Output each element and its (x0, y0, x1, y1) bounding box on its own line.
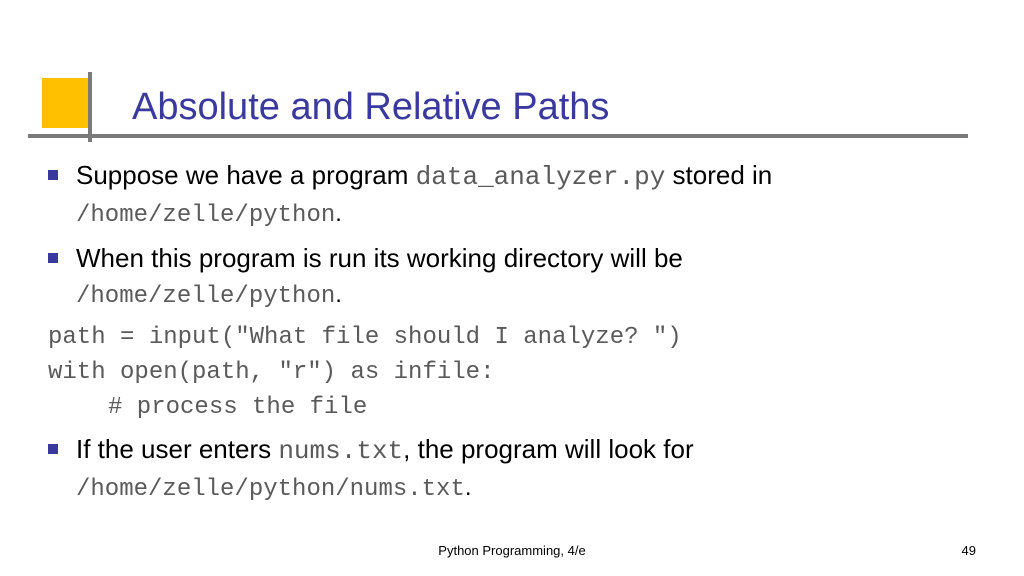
bullet-text: Suppose we have a program data_analyzer.… (76, 158, 772, 195)
bullet-subline: /home/zelle/python. (76, 278, 978, 314)
bullet-subline: /home/zelle/python. (76, 197, 978, 233)
code-line: with open(path, "r") as infile: (48, 356, 978, 391)
code-line: path = input("What file should I analyze… (48, 321, 978, 356)
vertical-rule (88, 72, 92, 142)
bullet-text: When this program is run its working dir… (76, 241, 683, 276)
bullet-marker (48, 253, 58, 263)
bullet-item: When this program is run its working dir… (48, 241, 978, 276)
bullet-marker (48, 444, 58, 454)
footer-book-title: Python Programming, 4/e (0, 543, 1024, 558)
slide-title: Absolute and Relative Paths (132, 86, 609, 129)
bullet-text: If the user enters nums.txt, the program… (76, 432, 694, 469)
bullet-item: If the user enters nums.txt, the program… (48, 432, 978, 469)
bullet-subline: /home/zelle/python/nums.txt. (76, 471, 978, 507)
slide-content: Suppose we have a program data_analyzer.… (48, 158, 978, 514)
horizontal-rule (28, 134, 968, 138)
bullet-marker (48, 170, 58, 180)
bullet-item: Suppose we have a program data_analyzer.… (48, 158, 978, 195)
footer-page-number: 49 (962, 543, 976, 558)
code-line: # process the file (48, 391, 978, 426)
slide-header: Absolute and Relative Paths (0, 0, 1024, 140)
accent-square (42, 78, 92, 128)
